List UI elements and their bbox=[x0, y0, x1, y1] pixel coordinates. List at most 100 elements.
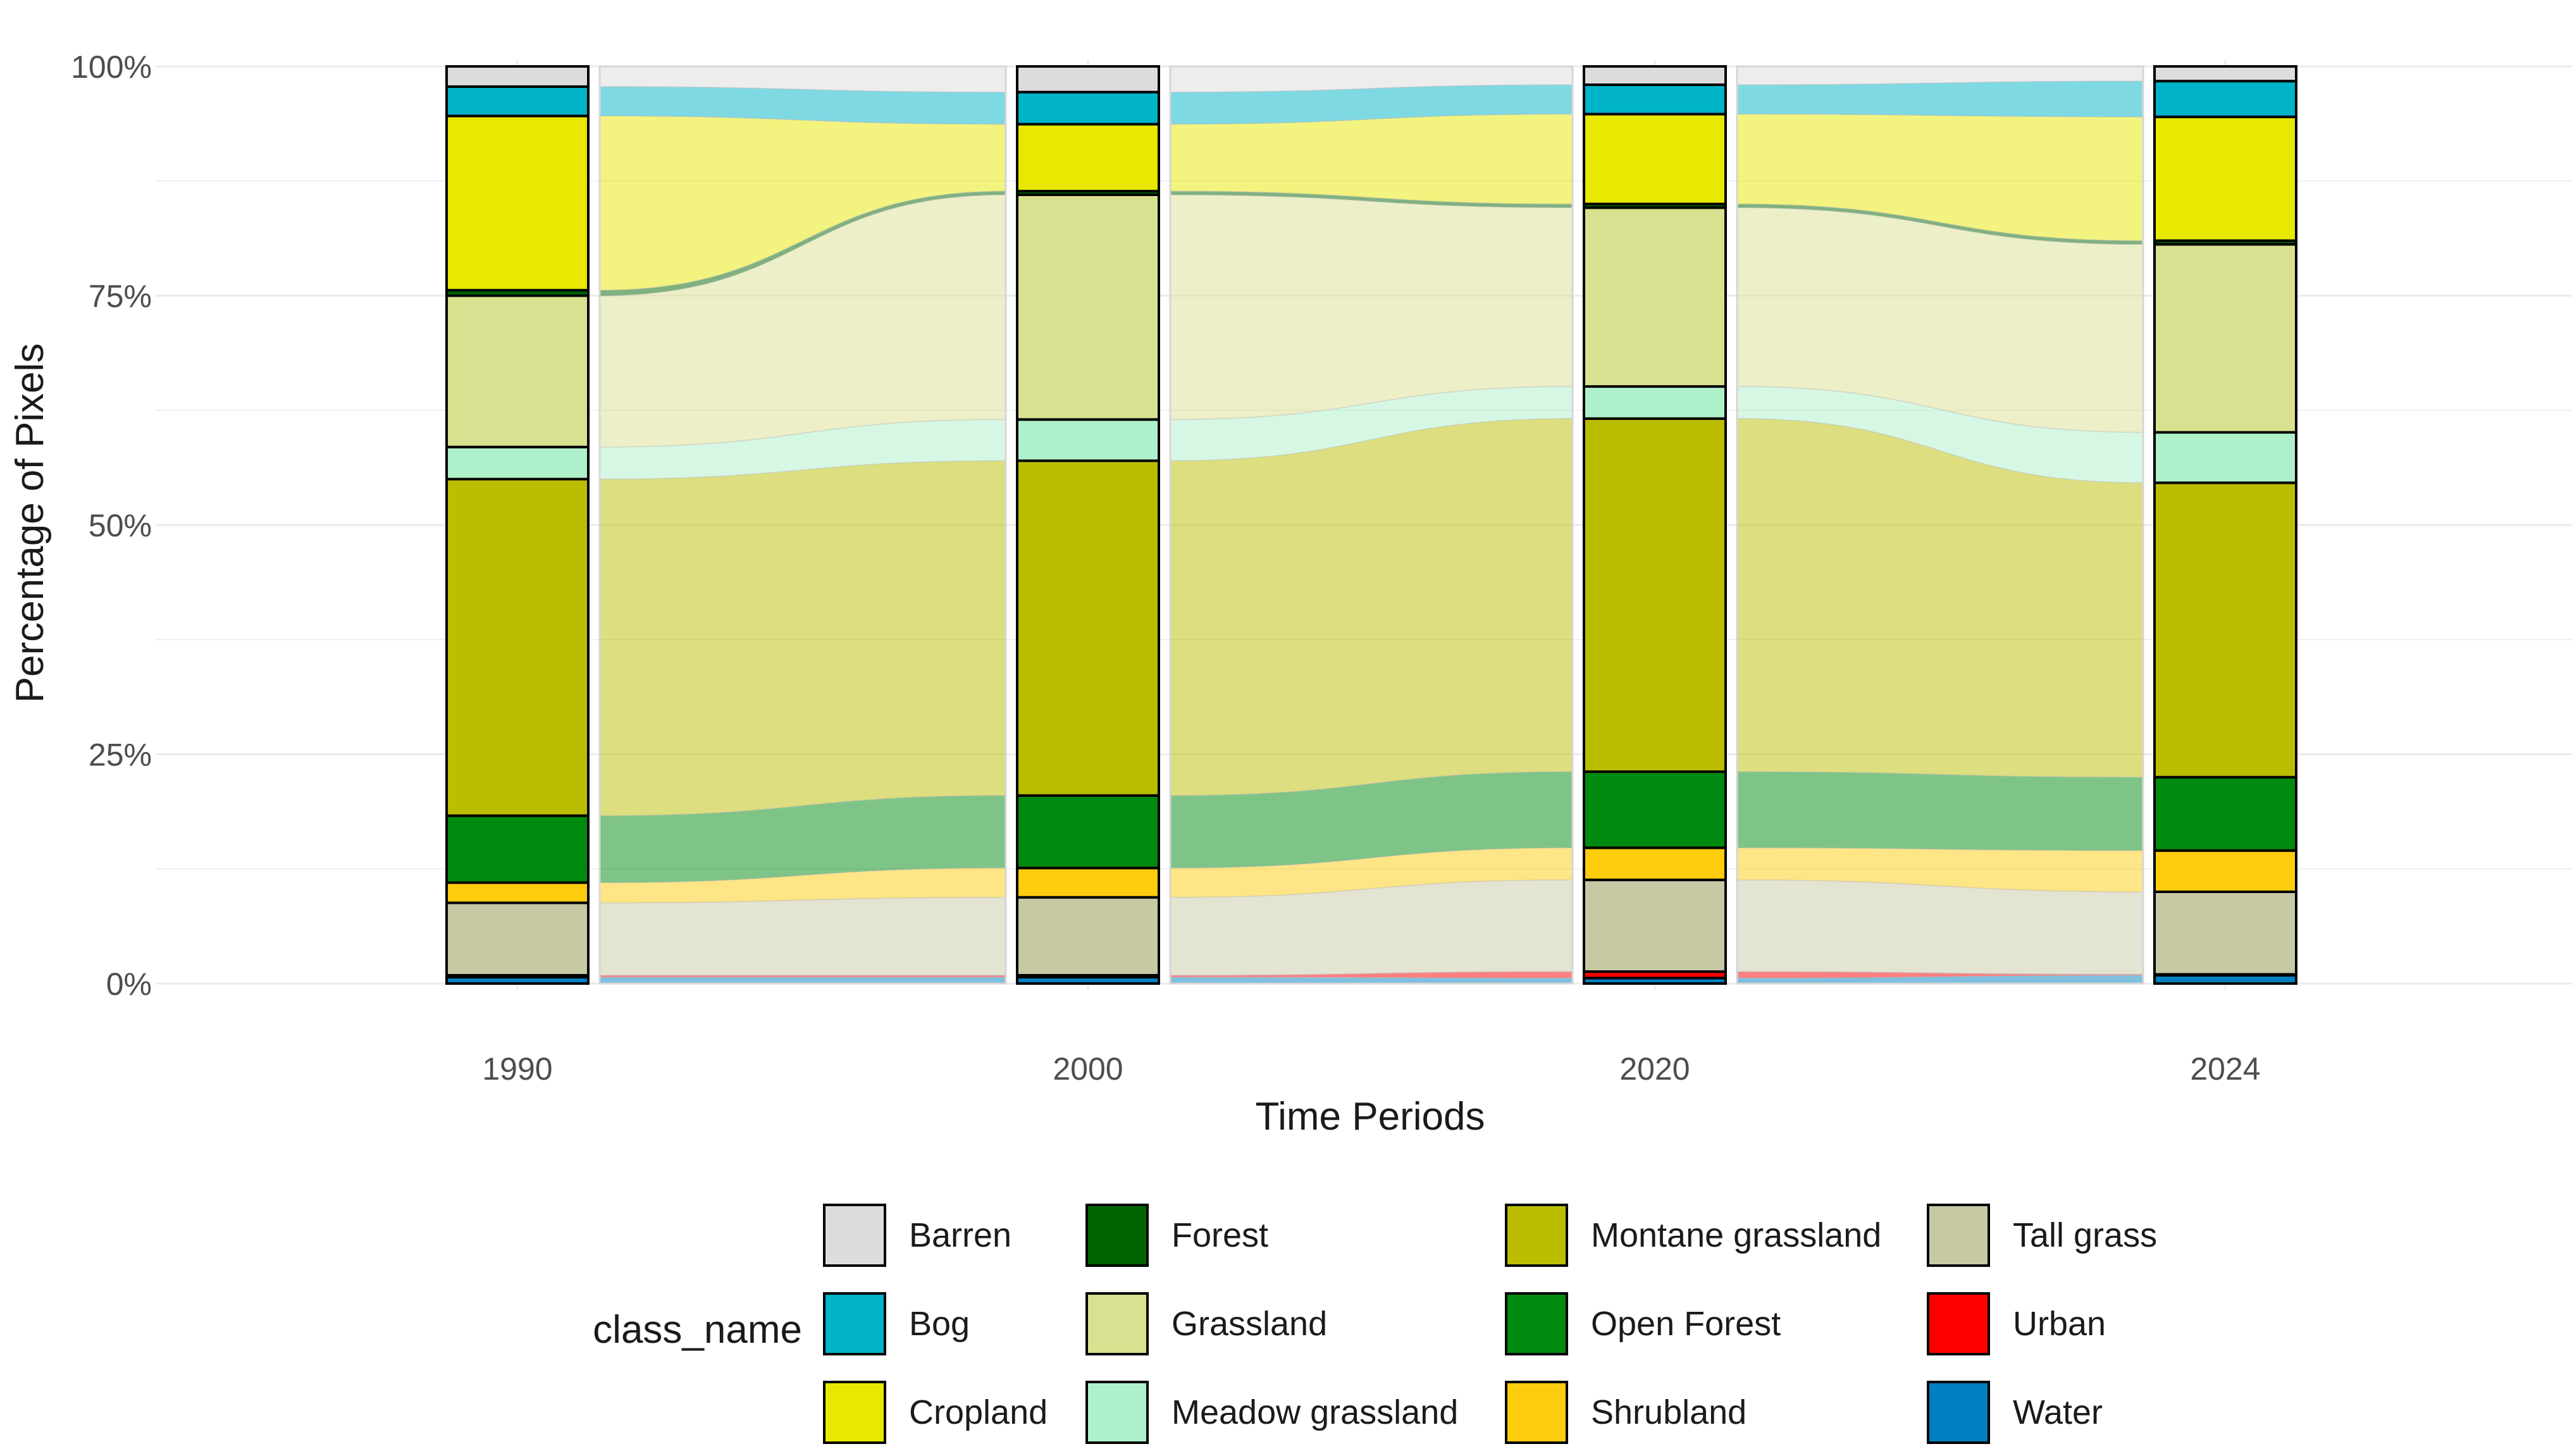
legend-label: Water bbox=[2013, 1393, 2103, 1431]
flow-water-1990-2000 bbox=[599, 977, 1006, 984]
bar-segment-meadow-grassland-2024 bbox=[2153, 431, 2297, 484]
legend-label: Urban bbox=[2013, 1305, 2106, 1343]
legend-label: Barren bbox=[909, 1216, 1011, 1254]
bar-segment-shrubland-1990 bbox=[445, 881, 590, 904]
bar-segment-tall-grass-2000 bbox=[1016, 896, 1160, 977]
legend-item-barren: Barren bbox=[823, 1204, 1011, 1267]
legend-swatch bbox=[823, 1204, 886, 1267]
legend-item-cropland: Cropland bbox=[823, 1381, 1048, 1444]
y-axis-title: Percentage of Pixels bbox=[8, 343, 52, 703]
x-axis-title: Time Periods bbox=[1256, 1095, 1485, 1138]
y-tick-label: 100% bbox=[71, 49, 152, 85]
legend-label: Montane grassland bbox=[1591, 1216, 1881, 1254]
flow-frame bbox=[1169, 65, 1574, 985]
bar-segment-meadow-grassland-2020 bbox=[1583, 385, 1727, 420]
x-tick-label: 2024 bbox=[2190, 1051, 2260, 1087]
legend-item-open-forest: Open Forest bbox=[1505, 1292, 1781, 1355]
bar-segment-shrubland-2024 bbox=[2153, 849, 2297, 893]
legend-item-grassland: Grassland bbox=[1085, 1292, 1327, 1355]
bar-segment-grassland-1990 bbox=[445, 294, 590, 448]
y-tick-label: 0% bbox=[106, 966, 152, 1002]
legend-item-urban: Urban bbox=[1927, 1292, 2106, 1355]
legend-item-meadow-grassland: Meadow grassland bbox=[1085, 1381, 1458, 1444]
flow-tall-grass-1990-2000 bbox=[599, 896, 1006, 976]
legend: class_name Barren Bog Cropland Forest Grassl… bbox=[593, 1204, 2157, 1444]
flow-cropland-1990-2000 bbox=[599, 115, 1006, 291]
flow-frame bbox=[598, 65, 1007, 985]
legend-swatch bbox=[1927, 1381, 1990, 1444]
bar-segment-grassland-2024 bbox=[2153, 243, 2297, 434]
flow-frame bbox=[1736, 65, 2144, 985]
flow-open-forest-2020-2024 bbox=[1736, 771, 2144, 851]
axes: 0% 25% 50% 75% 100% 1990 2000 2020 2024 bbox=[71, 49, 2261, 1087]
legend-swatch bbox=[1085, 1292, 1149, 1355]
bar-segment-montane-grassland-2000 bbox=[1016, 459, 1160, 797]
bar-segment-montane-grassland-2024 bbox=[2153, 481, 2297, 779]
flow-montane-grassland-2000-2020 bbox=[1170, 418, 1573, 796]
legend-label: Cropland bbox=[909, 1393, 1048, 1431]
legend-item-montane-grassland: Montane grassland bbox=[1505, 1204, 1881, 1267]
flow-montane-grassland-1990-2000 bbox=[599, 460, 1006, 817]
flow-tall-grass-2020-2024 bbox=[1736, 879, 2144, 975]
bar-segment-bog-2000 bbox=[1016, 90, 1160, 126]
flow-grassland-2000-2020 bbox=[1170, 194, 1573, 421]
legend-item-bog: Bog bbox=[823, 1292, 970, 1355]
bar-segment-tall-grass-1990 bbox=[445, 901, 590, 977]
legend-swatch bbox=[1927, 1204, 1990, 1267]
bar-segment-cropland-2020 bbox=[1583, 113, 1727, 206]
bar-segment-cropland-1990 bbox=[445, 114, 590, 292]
bar-segment-grassland-2000 bbox=[1016, 194, 1160, 421]
legend-item-shrubland: Shrubland bbox=[1505, 1381, 1747, 1444]
legend-swatch bbox=[1505, 1381, 1568, 1444]
legend-item-tall-grass: Tall grass bbox=[1927, 1204, 2157, 1267]
legend-swatch bbox=[823, 1381, 886, 1444]
bar-segment-barren-2000 bbox=[1016, 65, 1160, 94]
flow-bog-2020-2024 bbox=[1736, 80, 2144, 118]
bar-segment-grassland-2020 bbox=[1583, 206, 1727, 388]
stacked-bars bbox=[445, 65, 2297, 985]
bar-segment-meadow-grassland-1990 bbox=[445, 445, 590, 481]
bar-segment-barren-2024 bbox=[2153, 65, 2297, 83]
bar-segment-open-forest-2024 bbox=[2153, 775, 2297, 852]
bar-segment-barren-1990 bbox=[445, 65, 590, 88]
x-tick-label: 2020 bbox=[1619, 1051, 1690, 1087]
legend-swatch bbox=[823, 1292, 886, 1355]
legend-label: Tall grass bbox=[2013, 1216, 2157, 1254]
legend-item-water: Water bbox=[1927, 1381, 2103, 1444]
bar-segment-barren-2020 bbox=[1583, 65, 1727, 86]
alluvial-flows bbox=[598, 65, 2144, 985]
bar-segment-tall-grass-2020 bbox=[1583, 879, 1727, 973]
bar-segment-open-forest-1990 bbox=[445, 814, 590, 884]
y-tick-label: 50% bbox=[89, 508, 152, 543]
bar-segment-bog-2024 bbox=[2153, 80, 2297, 118]
bar-segment-shrubland-2000 bbox=[1016, 867, 1160, 899]
bar-segment-cropland-2000 bbox=[1016, 123, 1160, 193]
bar-segment-shrubland-2020 bbox=[1583, 846, 1727, 882]
y-tick-label: 75% bbox=[89, 279, 152, 314]
legend-item-forest: Forest bbox=[1085, 1204, 1268, 1267]
legend-label: Grassland bbox=[1172, 1305, 1327, 1343]
flow-cropland-2000-2020 bbox=[1170, 113, 1573, 205]
bar-segment-meadow-grassland-2000 bbox=[1016, 418, 1160, 462]
legend-title: class_name bbox=[593, 1308, 802, 1352]
legend-label: Shrubland bbox=[1591, 1393, 1747, 1431]
legend-label: Forest bbox=[1172, 1216, 1268, 1254]
y-tick-label: 25% bbox=[89, 737, 152, 773]
legend-swatch bbox=[1505, 1204, 1568, 1267]
bar-segment-montane-grassland-2020 bbox=[1583, 417, 1727, 774]
bar-segment-open-forest-2020 bbox=[1583, 770, 1727, 849]
bar-segment-open-forest-2000 bbox=[1016, 794, 1160, 870]
x-tick-label: 2000 bbox=[1053, 1051, 1123, 1087]
bar-segment-montane-grassland-1990 bbox=[445, 478, 590, 817]
bar-segment-bog-2020 bbox=[1583, 83, 1727, 116]
legend-label: Open Forest bbox=[1591, 1305, 1781, 1343]
legend-swatch bbox=[1085, 1381, 1149, 1444]
legend-swatch bbox=[1085, 1204, 1149, 1267]
legend-label: Bog bbox=[909, 1305, 970, 1343]
bar-segment-bog-1990 bbox=[445, 85, 590, 118]
x-tick-label: 1990 bbox=[482, 1051, 552, 1087]
legend-swatch bbox=[1505, 1292, 1568, 1355]
legend-label: Meadow grassland bbox=[1172, 1393, 1458, 1431]
bar-segment-cropland-2024 bbox=[2153, 115, 2297, 242]
